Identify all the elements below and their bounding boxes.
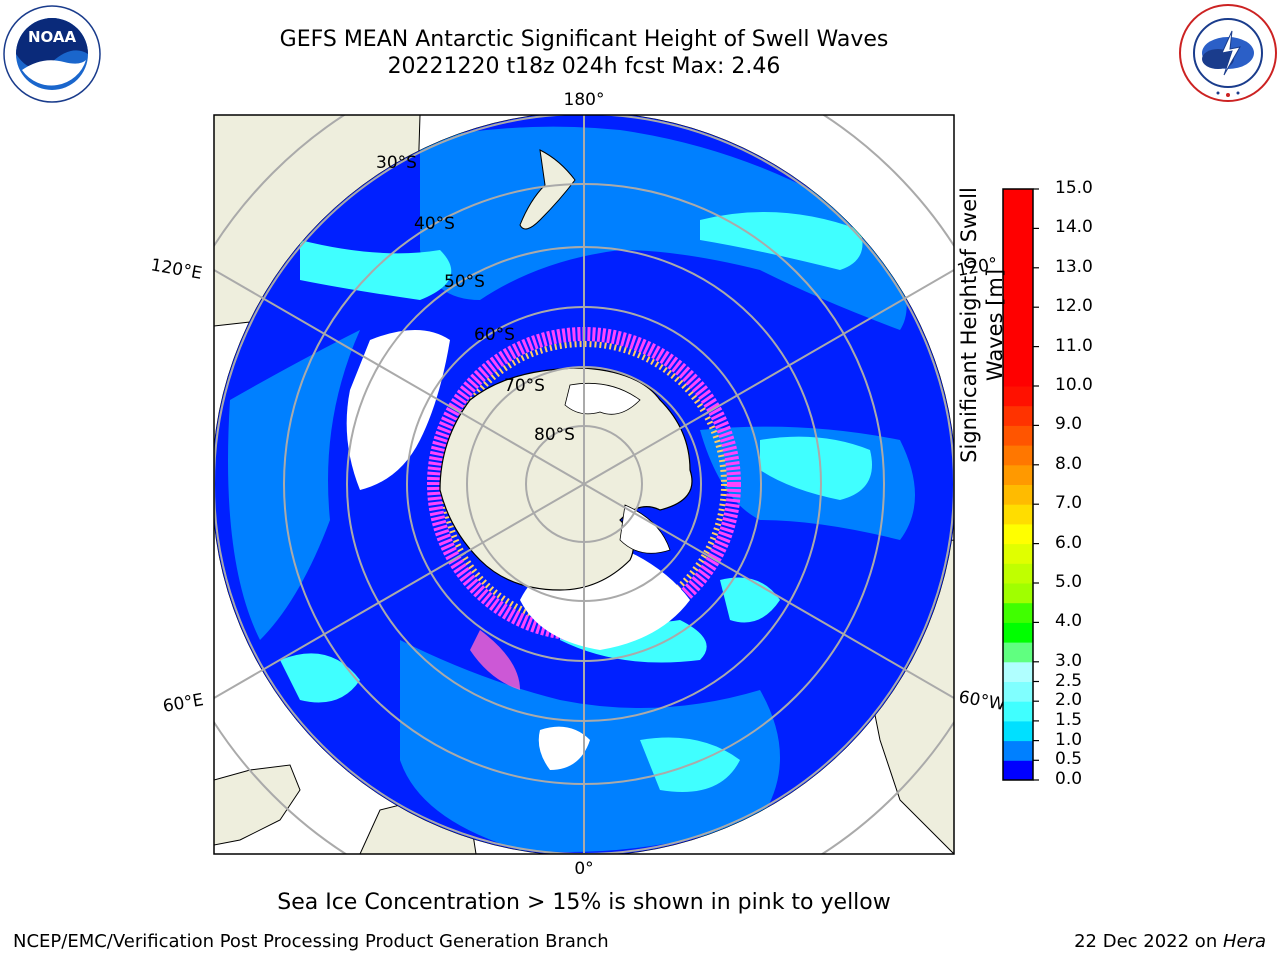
lat-label-80s: 80°S [534,425,575,445]
ice-region-atlantic [538,726,590,770]
footer-credit: NCEP/EMC/Verification Post Processing Pr… [13,931,609,952]
map-subtitle: 20221220 t18z 024h fcst Max: 2.46 [387,54,781,79]
colorbar-segment [1003,464,1033,485]
colorbar-segment [1003,405,1033,426]
colorbar-segment [1003,563,1033,584]
colorbar-segment [1003,445,1033,466]
lon-label-top: 180° [564,90,605,110]
colorbar-segment [1003,248,1033,269]
colorbar-tick-label: 6.0 [1055,532,1083,553]
footer-date: 22 Dec 2022 on Hera [1074,931,1266,952]
colorbar-tick-label: 14.0 [1055,217,1093,238]
map-title: GEFS MEAN Antarctic Significant Height o… [279,27,889,52]
land-new-zealand [519,149,576,230]
colorbar-segment [1003,602,1033,623]
noaa-logo-text: NOAA [28,28,77,46]
lat-label-60s: 60°S [474,325,515,345]
colorbar-tick-label: 0.5 [1055,749,1083,770]
footer-host: Hera [1222,931,1266,952]
lat-label-50s: 50°S [444,272,485,292]
colorbar-segment [1003,267,1033,288]
colorbar-segment [1003,622,1033,643]
colorbar-segment [1003,760,1033,781]
map-frame [213,114,955,855]
lon-label-bottom: 0° [574,859,593,879]
colorbar-title-line2: Waves [m] [983,268,1007,382]
colorbar-frame [1002,188,1034,781]
colorbar-tick-label: 8.0 [1055,453,1083,474]
colorbar-segment [1003,740,1033,761]
colorbar-segment [1003,504,1033,525]
colorbar-tick-label: 12.0 [1055,296,1093,317]
noaa-logo: NOAA [3,5,101,103]
colorbar-tick-label: 0.0 [1055,769,1083,789]
colorbar-segment [1003,681,1033,702]
land-africa [214,764,301,846]
lon-label-lower-right: 60°W [957,687,1007,715]
colorbar-segment [1003,484,1033,505]
colorbar-title-line1: Significant Height of Swell [957,187,981,463]
colorbar-tick-label: 11.0 [1055,335,1093,356]
colorbar-segment [1003,543,1033,564]
colorbar-tick-label: 15.0 [1055,178,1093,198]
colorbar-tick-label: 7.0 [1055,493,1083,514]
colorbar-segment [1003,228,1033,249]
lon-label-lower-left: 60°E [161,690,205,717]
colorbar-tick-label: 9.0 [1055,414,1083,435]
colorbar-segment [1003,208,1033,229]
ice-region-indian [346,330,450,490]
colorbar-segment [1003,720,1033,742]
colorbar-tick-label: 3.0 [1055,650,1083,671]
colorbar-title: Significant Height of Swell Waves [m] [956,165,1008,485]
lat-label-40s: 40°S [414,214,455,234]
colorbar-tick-label: 1.0 [1055,729,1083,750]
colorbar-segment [1003,642,1033,663]
colorbar-segment [1003,287,1033,308]
lat-label-30s: 30°S [376,153,417,173]
colorbar-segment [1003,326,1033,348]
map-area [214,115,954,854]
colorbar-tick-label: 4.0 [1055,611,1083,632]
colorbar-tick-label: 10.0 [1055,375,1093,395]
colorbar-segment [1003,307,1033,328]
nws-logo [1179,4,1277,102]
colorbar-segment [1003,523,1033,545]
colorbar-tick-label: 5.0 [1055,572,1083,592]
colorbar-segment [1003,346,1033,367]
colorbar-segment [1003,701,1033,722]
colorbar-segment [1003,583,1033,604]
colorbar-segment [1003,661,1033,682]
lat-label-70s: 70°S [504,376,545,396]
colorbar-tick-label: 1.5 [1055,709,1083,730]
lon-label-upper-left: 120°E [149,255,203,284]
colorbar-tick-label: 13.0 [1055,256,1093,277]
colorbar-segment [1003,366,1033,387]
colorbar-segment [1003,386,1033,407]
colorbar-segment [1003,189,1033,210]
colorbar [1003,188,1039,781]
colorbar-segment [1003,425,1033,446]
footer-date-text: 22 Dec 2022 on [1074,931,1223,952]
graticule [214,115,954,854]
colorbar-tick-label: 2.5 [1055,670,1083,691]
sea-ice-note: Sea Ice Concentration > 15% is shown in … [277,890,891,915]
colorbar-tick-label: 2.0 [1055,690,1083,711]
